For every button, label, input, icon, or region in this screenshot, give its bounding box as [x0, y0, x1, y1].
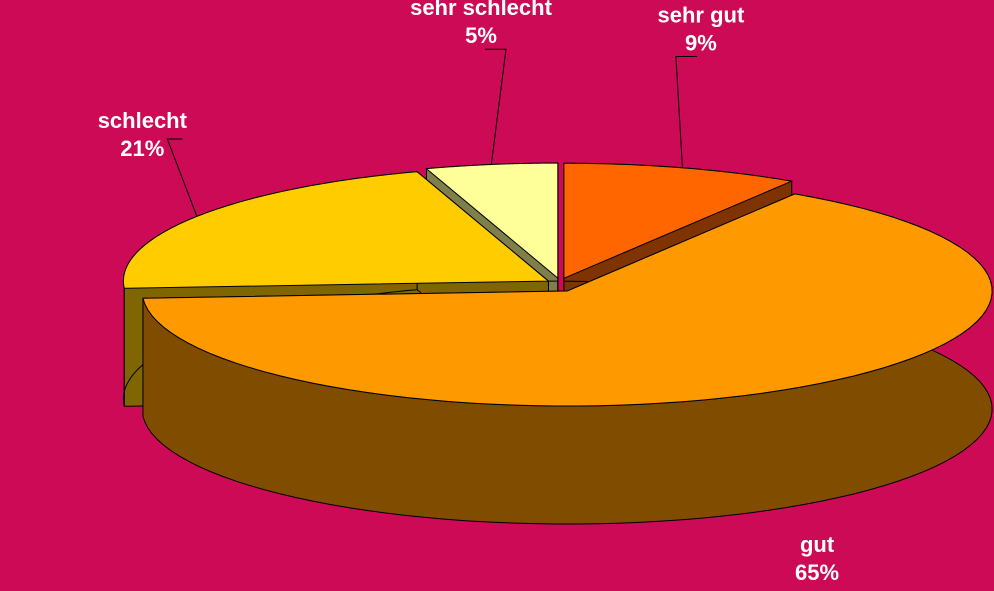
data-label-value: 5% [465, 23, 497, 48]
data-label-name: gut [800, 532, 835, 557]
data-label-name: schlecht [98, 108, 188, 133]
slice-tops [122, 162, 993, 407]
slice [142, 193, 993, 407]
leader-line [485, 48, 507, 165]
data-label-value: 9% [685, 30, 717, 55]
data-label-value: 65% [795, 560, 839, 585]
data-label-name: sehr schlecht [410, 0, 553, 20]
leader-line [675, 56, 697, 168]
leader-line [166, 138, 198, 217]
data-label-value: 21% [120, 136, 164, 161]
data-label-name: sehr gut [657, 2, 744, 27]
